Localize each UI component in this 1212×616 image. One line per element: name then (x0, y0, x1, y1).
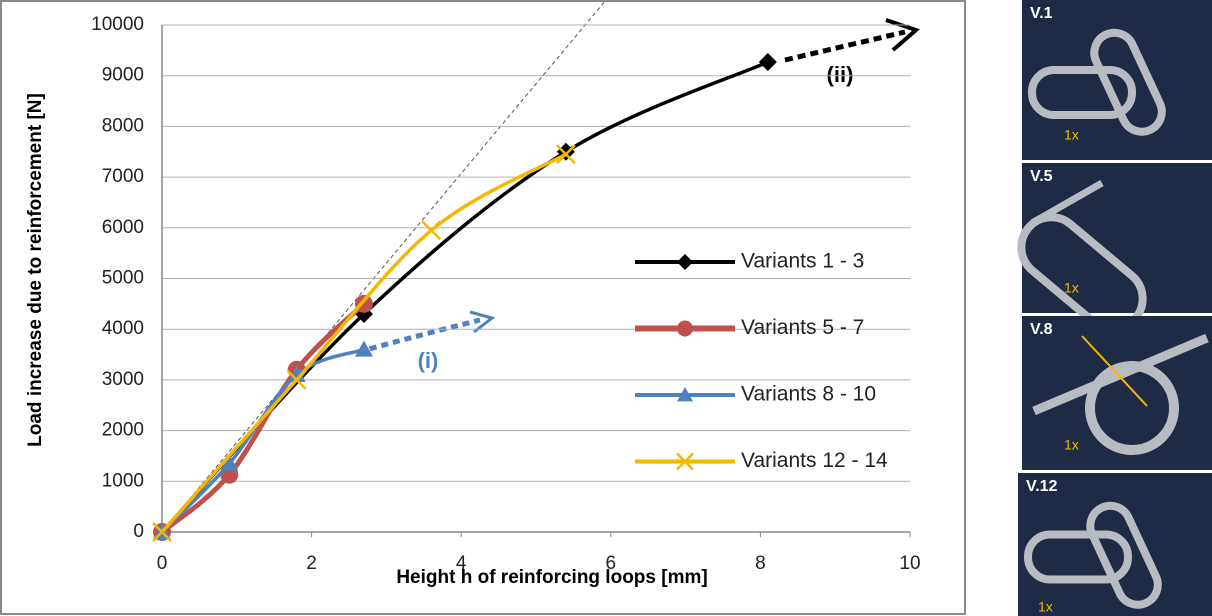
panel-bg (1022, 0, 1212, 160)
legend-label: Variants 5 - 7 (741, 316, 864, 339)
marker (286, 370, 307, 390)
x-tick-label: 4 (456, 553, 467, 574)
bar (1032, 333, 1209, 416)
y-tick-label: 5000 (102, 268, 144, 289)
panel-count: 1x (1064, 437, 1079, 453)
x-tick-label: 8 (755, 553, 766, 574)
legend-label: Variants 8 - 10 (741, 383, 876, 406)
y-tick-label: 1000 (102, 470, 144, 491)
marker (677, 387, 693, 402)
legend-label: Variants 1 - 3 (741, 250, 864, 273)
marker (287, 365, 306, 383)
x-axis-title: Height h of reinforcing loops [mm] (396, 567, 707, 588)
arrow-i (357, 317, 481, 355)
arrow-ii (784, 29, 906, 63)
marker (220, 454, 239, 471)
bar (1030, 179, 1104, 227)
panel-count: 1x (1038, 599, 1053, 615)
y-tick-label: 9000 (102, 65, 144, 86)
marker (677, 254, 693, 270)
panel-count: 1x (1064, 127, 1079, 143)
y-tick-label: 6000 (102, 217, 144, 238)
legend-label: Variants 12 - 14 (741, 449, 888, 472)
arrow-ii-head (885, 18, 920, 52)
marker (354, 340, 373, 357)
x-tick-label: 6 (606, 553, 617, 574)
variant-panels: V.1 1x V.5 1x V.8 1x V.12 1x (1017, 0, 1212, 616)
y-tick-label: 2000 (102, 420, 144, 441)
y-tick-label: 10000 (91, 14, 144, 35)
series-line (160, 302, 366, 534)
panel-label: V.5 (1030, 168, 1053, 185)
series-line (160, 152, 567, 534)
y-tick-label: 0 (133, 521, 144, 542)
x-tick-label: 10 (899, 553, 920, 574)
marker (677, 320, 693, 337)
y-tick-label: 3000 (102, 369, 144, 390)
loop (1086, 501, 1162, 609)
x-tick-label: 2 (306, 553, 317, 574)
loop (1028, 66, 1136, 119)
y-tick-label: 7000 (102, 166, 144, 187)
reference-line (161, 0, 607, 533)
marker (758, 53, 777, 72)
panel-count: 1x (1064, 280, 1079, 296)
y-axis-title: Load increase due to reinforcement [N] (25, 93, 46, 447)
series (152, 144, 576, 542)
chart-frame (0, 0, 966, 615)
loop (1090, 28, 1166, 136)
marker (421, 220, 442, 241)
x-tick-label: 0 (157, 553, 168, 574)
marker (676, 452, 694, 471)
y-tick-label: 8000 (102, 115, 144, 136)
marker (152, 522, 172, 542)
dimension (1081, 335, 1148, 407)
marker (556, 144, 576, 165)
loop (1024, 530, 1132, 584)
annotation: (i) (418, 348, 439, 373)
y-tick-label: 4000 (102, 318, 144, 339)
panel-label: V.8 (1030, 321, 1053, 338)
annotation: (ii) (827, 62, 854, 87)
arrow-i-head (469, 310, 496, 334)
panel-label: V.12 (1026, 478, 1058, 495)
panel-label: V.1 (1030, 5, 1053, 22)
